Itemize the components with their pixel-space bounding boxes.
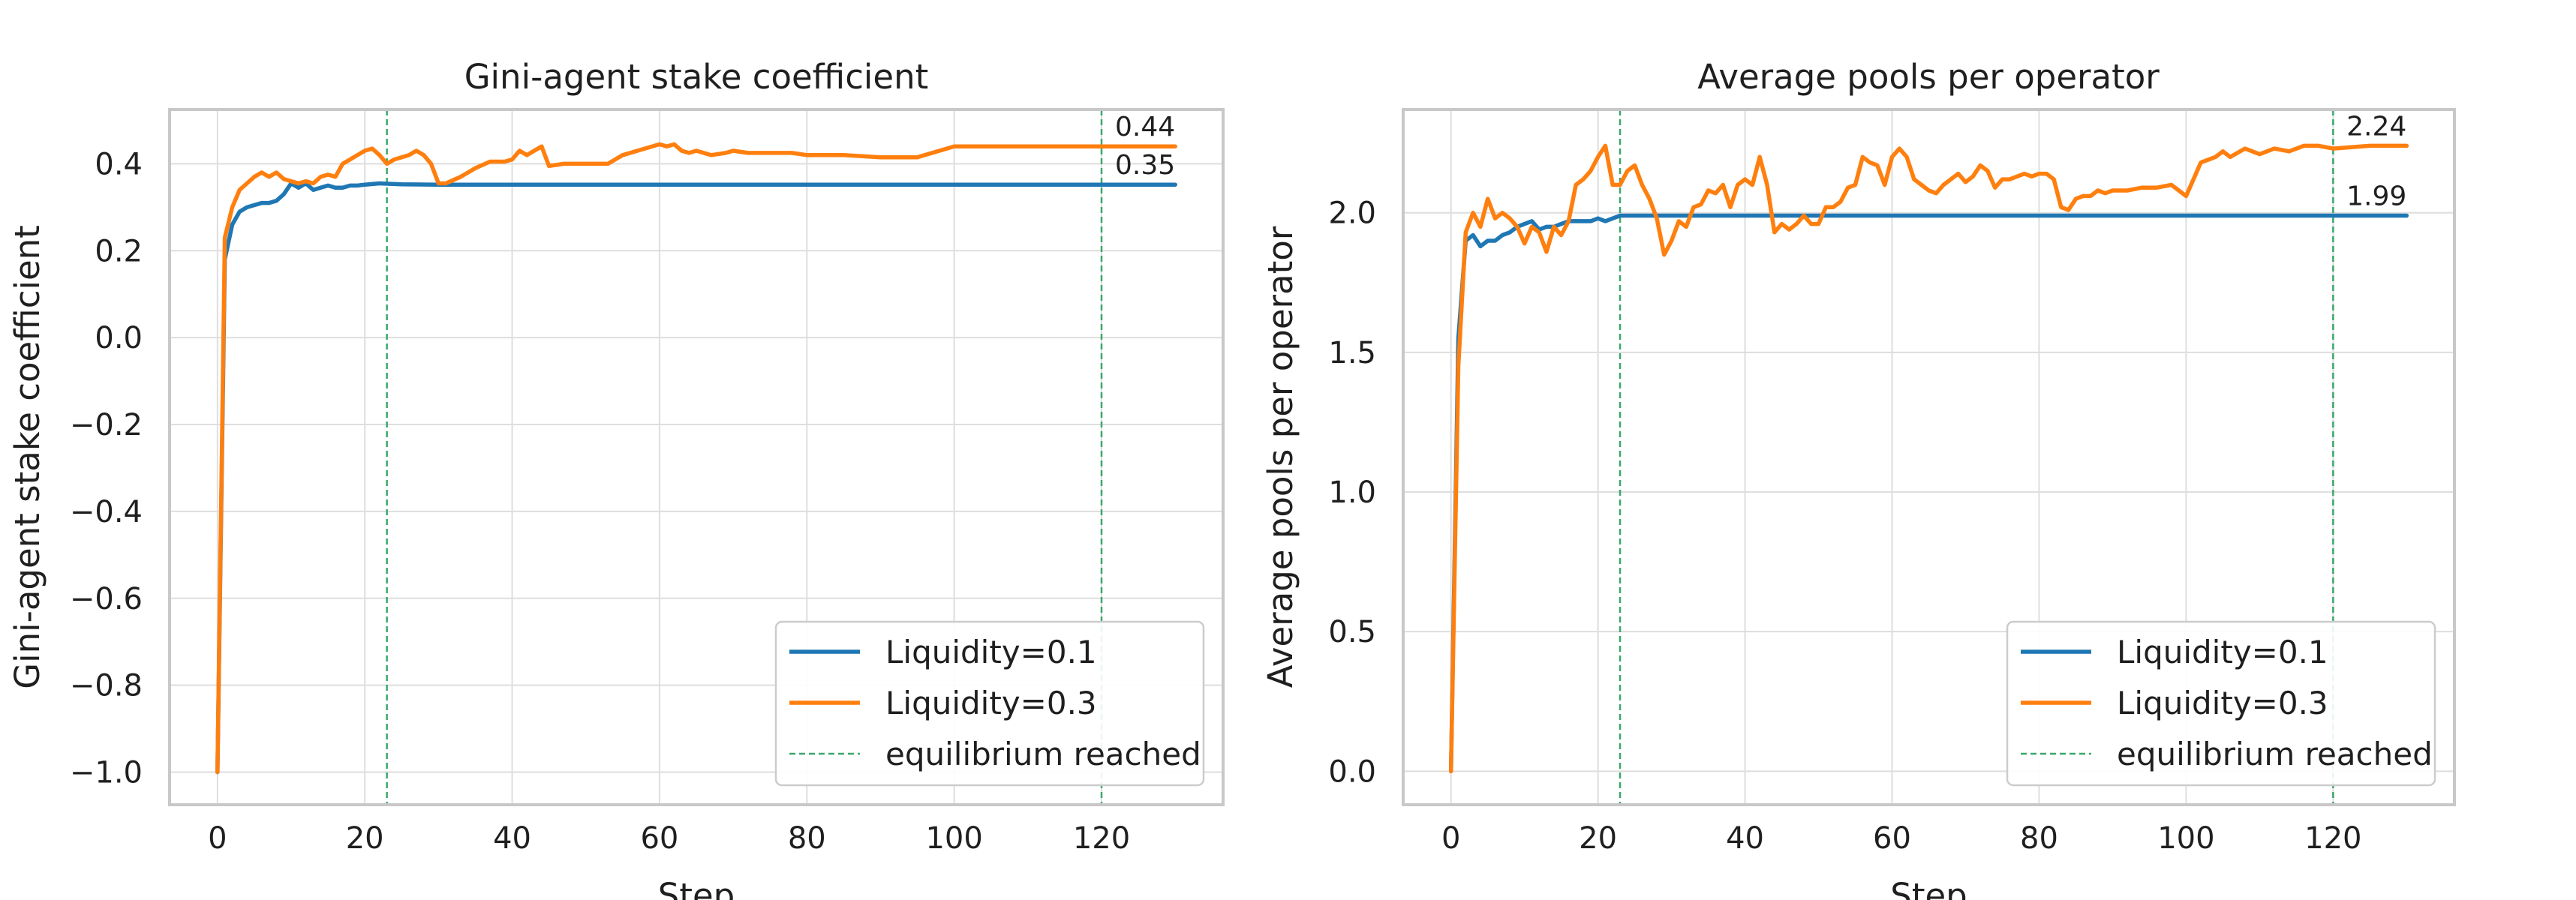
series-line-2: [1448, 143, 2409, 774]
y-tick-label: 1.5: [1328, 336, 1376, 370]
chart-title: Gini-agent stake coefficient: [464, 57, 929, 97]
legend-label: Liquidity=0.3: [2117, 685, 2328, 722]
x-axis-label: Step: [1890, 876, 1967, 900]
y-tick-label: 0.2: [95, 234, 143, 268]
x-tick-label: 80: [788, 821, 826, 856]
series-line-2: [215, 142, 1177, 775]
series-line-1: [215, 181, 1177, 775]
chart-panel-1: 0.35 0.44 0 20 40 60 80 100 120 −1.0 −0.8 −0.6 −0.4 −…: [8, 57, 1225, 900]
axes-frame: [168, 108, 1225, 806]
x-tick-label: 60: [640, 821, 678, 856]
y-tick-label: 0.0: [1328, 754, 1376, 789]
y-tick-label: 1.0: [1328, 476, 1376, 510]
x-tick-label: 40: [493, 821, 531, 856]
chart-title: Average pools per operator: [1697, 57, 2160, 97]
legend: Liquidity=0.1 Liquidity=0.3 equilibrium re…: [2006, 620, 2436, 787]
end-value-label: 0.35: [1115, 150, 1175, 181]
end-value-label: 2.24: [2346, 111, 2406, 142]
x-tick-label: 0: [1441, 821, 1460, 856]
x-tick-label: 100: [925, 821, 982, 856]
chart-panel-2: 1.99 2.24 0 20 40 60 80 100 120 0.0 0.5 1.0 1.5 2.0 Av…: [1261, 57, 2456, 900]
y-tick-label: −0.4: [70, 495, 143, 530]
x-tick-label: 100: [2157, 821, 2214, 856]
end-value-label: 1.99: [2346, 181, 2406, 212]
y-tick-label: −0.2: [70, 408, 143, 442]
end-value-label: 0.44: [1115, 112, 1175, 142]
x-tick-label: 20: [346, 821, 384, 856]
y-tick-label: −1.0: [70, 756, 143, 790]
y-tick-label: −0.6: [70, 582, 143, 616]
y-tick-label: −0.8: [70, 669, 143, 704]
legend: Liquidity=0.1 Liquidity=0.3 equilibrium re…: [774, 620, 1205, 787]
y-tick-label: 0.0: [95, 321, 143, 356]
x-tick-label: 40: [1726, 821, 1764, 856]
y-axis-label: Average pools per operator: [1261, 226, 1300, 688]
x-tick-label: 120: [2304, 821, 2361, 856]
legend-box: [2006, 620, 2436, 787]
legend-label: Liquidity=0.3: [885, 685, 1097, 722]
x-tick-label: 80: [2020, 821, 2058, 856]
legend-label: Liquidity=0.1: [885, 634, 1097, 670]
x-tick-label: 0: [208, 821, 227, 856]
y-tick-label: 2.0: [1328, 196, 1376, 231]
legend-label: equilibrium reached: [885, 736, 1201, 772]
legend-box: [774, 620, 1205, 787]
x-tick-label: 60: [1873, 821, 1911, 856]
y-tick-label: 0.4: [95, 147, 143, 182]
x-axis-label: Step: [658, 876, 735, 900]
y-tick-label: 0.5: [1328, 615, 1376, 650]
y-axis-label: Gini-agent stake coefficient: [8, 225, 47, 689]
x-tick-label: 20: [1579, 821, 1617, 856]
legend-label: Liquidity=0.1: [2117, 634, 2328, 670]
legend-label: equilibrium reached: [2117, 736, 2433, 772]
x-tick-label: 120: [1073, 821, 1130, 856]
axes-frame: [1402, 108, 2456, 806]
